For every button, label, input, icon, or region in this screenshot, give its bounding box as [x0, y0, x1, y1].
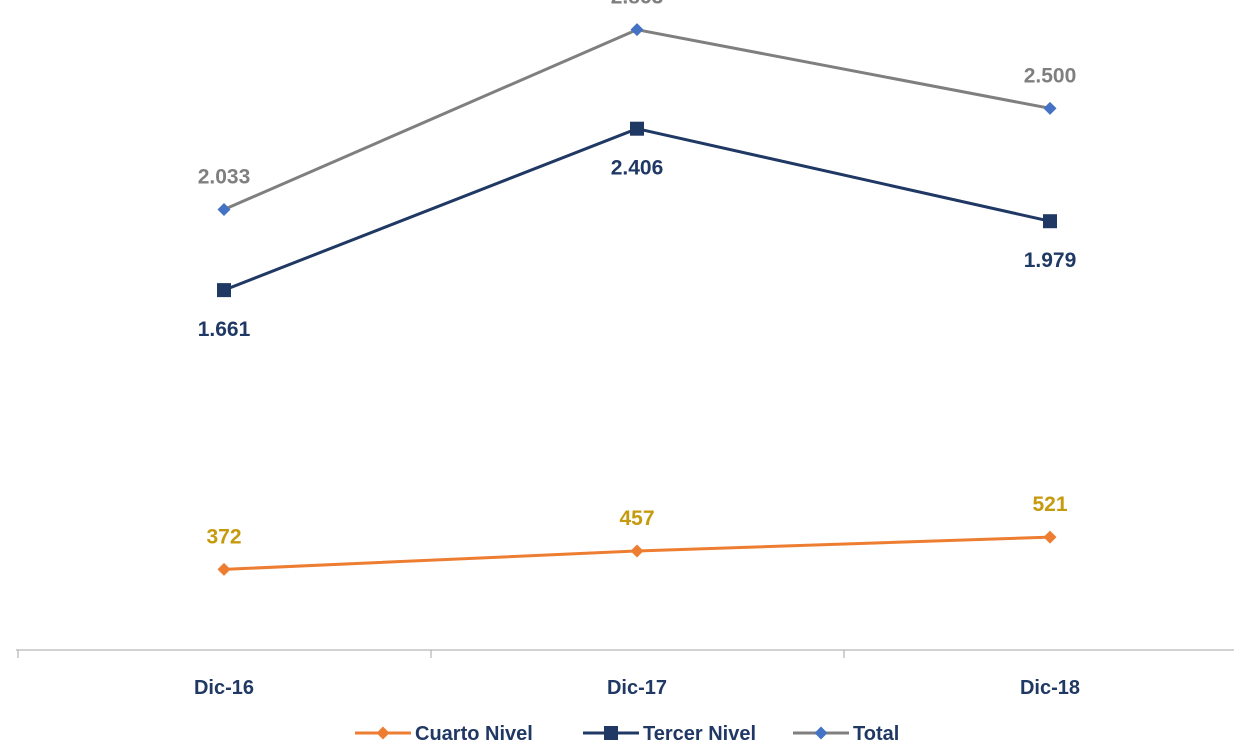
x-tick-label: Dic-17	[607, 677, 667, 699]
data-label-tercer-nivel: 2.406	[611, 157, 664, 180]
series-line-total	[223, 28, 1051, 211]
data-label-cuarto-nivel: 521	[1032, 493, 1067, 516]
data-point-total	[630, 23, 644, 37]
data-point-cuarto-nivel	[1043, 530, 1057, 544]
x-tick-label: Dic-16	[194, 677, 254, 699]
data-label-tercer-nivel: 1.979	[1024, 249, 1077, 272]
legend-marker-total	[814, 726, 828, 740]
data-point-tercer-nivel	[1043, 214, 1057, 229]
data-label-cuarto-nivel: 372	[206, 525, 241, 548]
legend-marker-tercer-nivel	[604, 726, 618, 740]
data-point-tercer-nivel	[630, 121, 644, 136]
x-tick-label: Dic-18	[1020, 677, 1080, 699]
legend-label-cuarto-nivel: Cuarto Nivel	[415, 723, 533, 745]
legend-label-tercer-nivel: Tercer Nivel	[643, 723, 756, 745]
data-label-tercer-nivel: 1.661	[198, 318, 251, 341]
data-label-total: 2.033	[198, 166, 251, 189]
data-point-tercer-nivel	[217, 283, 231, 298]
data-label-cuarto-nivel: 457	[619, 507, 654, 530]
data-point-cuarto-nivel	[217, 562, 231, 576]
legend-marker-cuarto-nivel	[376, 726, 390, 740]
data-point-cuarto-nivel	[630, 544, 644, 558]
data-point-total	[1043, 101, 1057, 115]
series-line-tercer-nivel	[223, 127, 1051, 292]
data-label-total: 2.863	[611, 0, 664, 9]
data-point-total	[217, 203, 231, 217]
data-label-total: 2.500	[1024, 64, 1077, 87]
legend-label-total: Total	[853, 723, 899, 745]
